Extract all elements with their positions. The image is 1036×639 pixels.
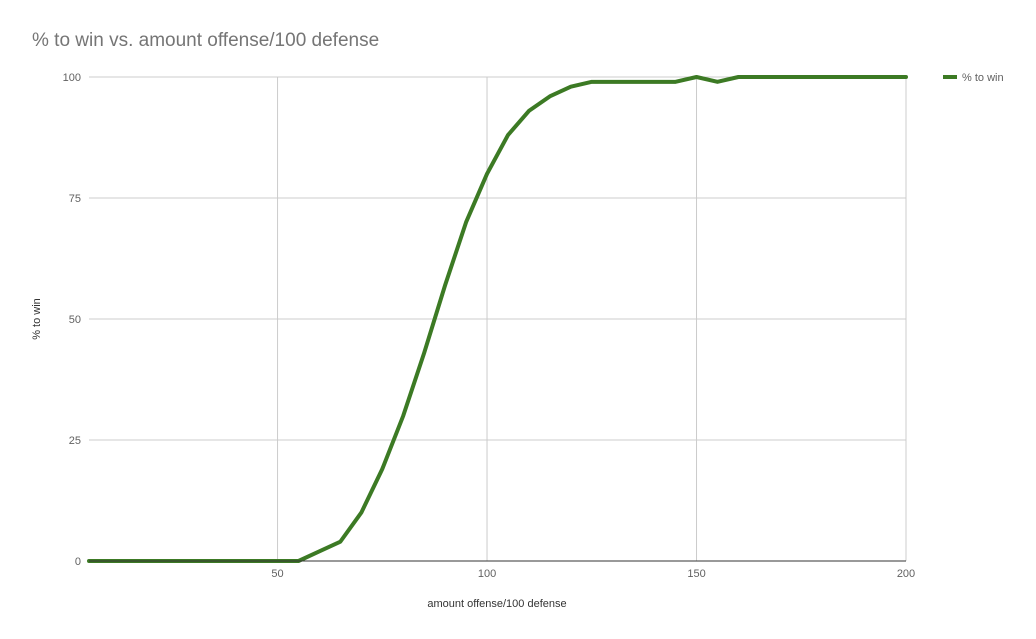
x-axis-label: amount offense/100 defense <box>427 598 566 610</box>
x-tick-label: 150 <box>687 568 705 580</box>
x-axis-ticks: 50 100 150 200 <box>271 568 915 580</box>
y-axis-ticks: 0 25 50 75 100 <box>63 72 81 568</box>
gridlines <box>89 76 907 561</box>
y-tick-label: 50 <box>69 314 81 326</box>
legend-label: % to win <box>962 72 1004 84</box>
legend: % to win <box>943 72 1004 84</box>
y-tick-label: 100 <box>63 72 81 84</box>
chart-title: % to win vs. amount offense/100 defense <box>32 30 379 51</box>
x-tick-label: 100 <box>478 568 496 580</box>
y-axis-label: % to win <box>31 298 43 340</box>
y-tick-label: 25 <box>69 435 81 447</box>
y-tick-label: 0 <box>75 556 81 568</box>
x-tick-label: 200 <box>897 568 915 580</box>
x-tick-label: 50 <box>271 568 283 580</box>
y-tick-label: 75 <box>69 193 81 205</box>
